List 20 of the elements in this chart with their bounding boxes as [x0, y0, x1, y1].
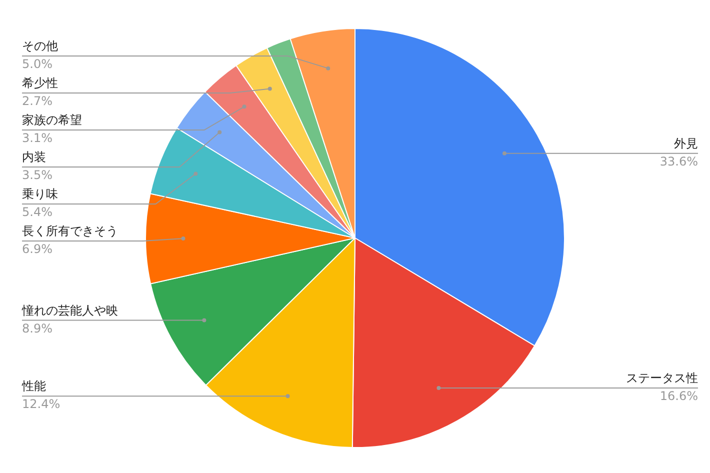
data-label: 8.9% [22, 321, 52, 336]
data-label: 16.6% [660, 389, 698, 404]
slice-label: その他 [22, 39, 58, 54]
data-label: 3.1% [22, 131, 52, 146]
slice-label: 乗り味 [22, 187, 58, 202]
slice-label: ステータス性 [626, 371, 698, 386]
data-label: 5.4% [22, 205, 52, 220]
slice-label: 家族の希望 [22, 113, 82, 128]
slice-label: 外見 [674, 136, 698, 150]
slice-label: 長く所有できそう [22, 224, 118, 238]
slice-label: 憧れの芸能人や映 [21, 303, 118, 318]
data-label: 6.9% [22, 242, 52, 256]
data-label: 3.5% [22, 168, 52, 182]
data-label: 12.4% [22, 397, 60, 412]
slice-label: 希少性 [22, 76, 58, 90]
data-label: 33.6% [660, 154, 698, 168]
data-label: 5.0% [22, 57, 52, 72]
slice-label: 性能 [21, 379, 46, 394]
slice-label: 内装 [22, 150, 46, 164]
data-label: 2.7% [22, 94, 52, 108]
